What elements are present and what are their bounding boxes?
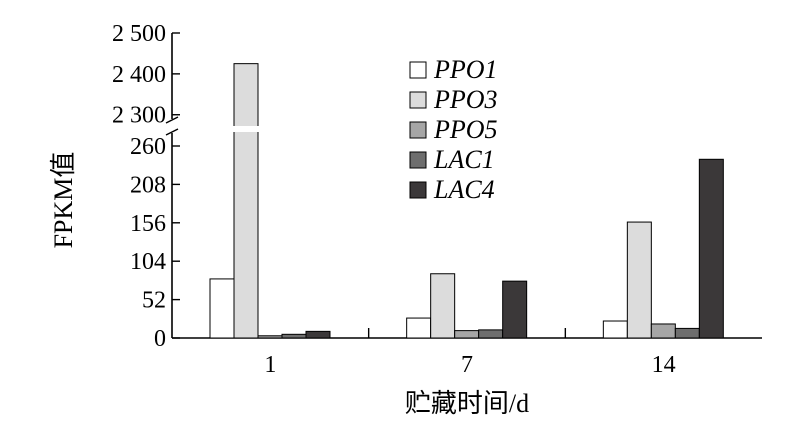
- y-axis-title: FPKM值: [49, 152, 78, 249]
- legend-label-lac1: LAC1: [433, 145, 495, 174]
- legend-swatch-ppo5: [409, 121, 427, 139]
- legend-swatch-lac4: [409, 181, 427, 199]
- bar-ppo3-14: [626, 221, 652, 339]
- x-tick-label: 7: [461, 352, 473, 378]
- axis-break-mark: [165, 116, 179, 124]
- y-tick-label: 52: [142, 288, 166, 314]
- bar-ppo1-7: [406, 317, 432, 339]
- y-tick-label: 208: [130, 172, 166, 198]
- y-tick-label: 156: [130, 211, 166, 237]
- y-tick-label: 2 400: [112, 62, 166, 88]
- y-tick-label: 260: [130, 134, 166, 160]
- legend-label-ppo3: PPO3: [433, 85, 498, 114]
- axis-break-mark: [165, 128, 179, 136]
- bars: [209, 63, 724, 339]
- y-tick-label: 104: [130, 249, 166, 275]
- y-tick-label: 0: [154, 326, 166, 352]
- bar-ppo1-1: [209, 278, 235, 339]
- legend-label-ppo5: PPO5: [433, 115, 498, 144]
- legend-label-lac4: LAC4: [433, 175, 495, 204]
- x-tick-label: 14: [652, 352, 676, 378]
- legend-label-ppo1: PPO1: [433, 55, 498, 84]
- bar-ppo5-1: [257, 335, 283, 339]
- bar-lac4-1: [305, 330, 331, 339]
- y-tick-label: 2 300: [112, 103, 166, 129]
- bar-lac1-7: [478, 329, 504, 339]
- bar-ppo3-7: [430, 273, 456, 339]
- y-tick-label: 2 500: [112, 21, 166, 47]
- legend-swatch-ppo3: [409, 91, 427, 109]
- bar-ppo5-14: [650, 323, 676, 339]
- bar-lac1-14: [674, 327, 700, 339]
- x-axis-title: 贮藏时间/d: [405, 389, 529, 418]
- tick-labels: 0 52 104 156 208 260 2 300 2 400 2 500 1 7 14: [112, 21, 676, 378]
- legend-swatch-ppo1: [409, 61, 427, 79]
- bar-ppo5-7: [454, 330, 480, 339]
- bar-break-gap: [233, 126, 259, 132]
- bar-ppo3-1: [233, 63, 259, 339]
- legend-swatch-lac1: [409, 151, 427, 169]
- bar-lac1-1: [281, 333, 307, 339]
- bar-lac4-14: [698, 158, 724, 339]
- bar-ppo1-14: [602, 320, 628, 339]
- bar-lac4-7: [502, 280, 528, 339]
- x-tick-label: 1: [264, 352, 276, 378]
